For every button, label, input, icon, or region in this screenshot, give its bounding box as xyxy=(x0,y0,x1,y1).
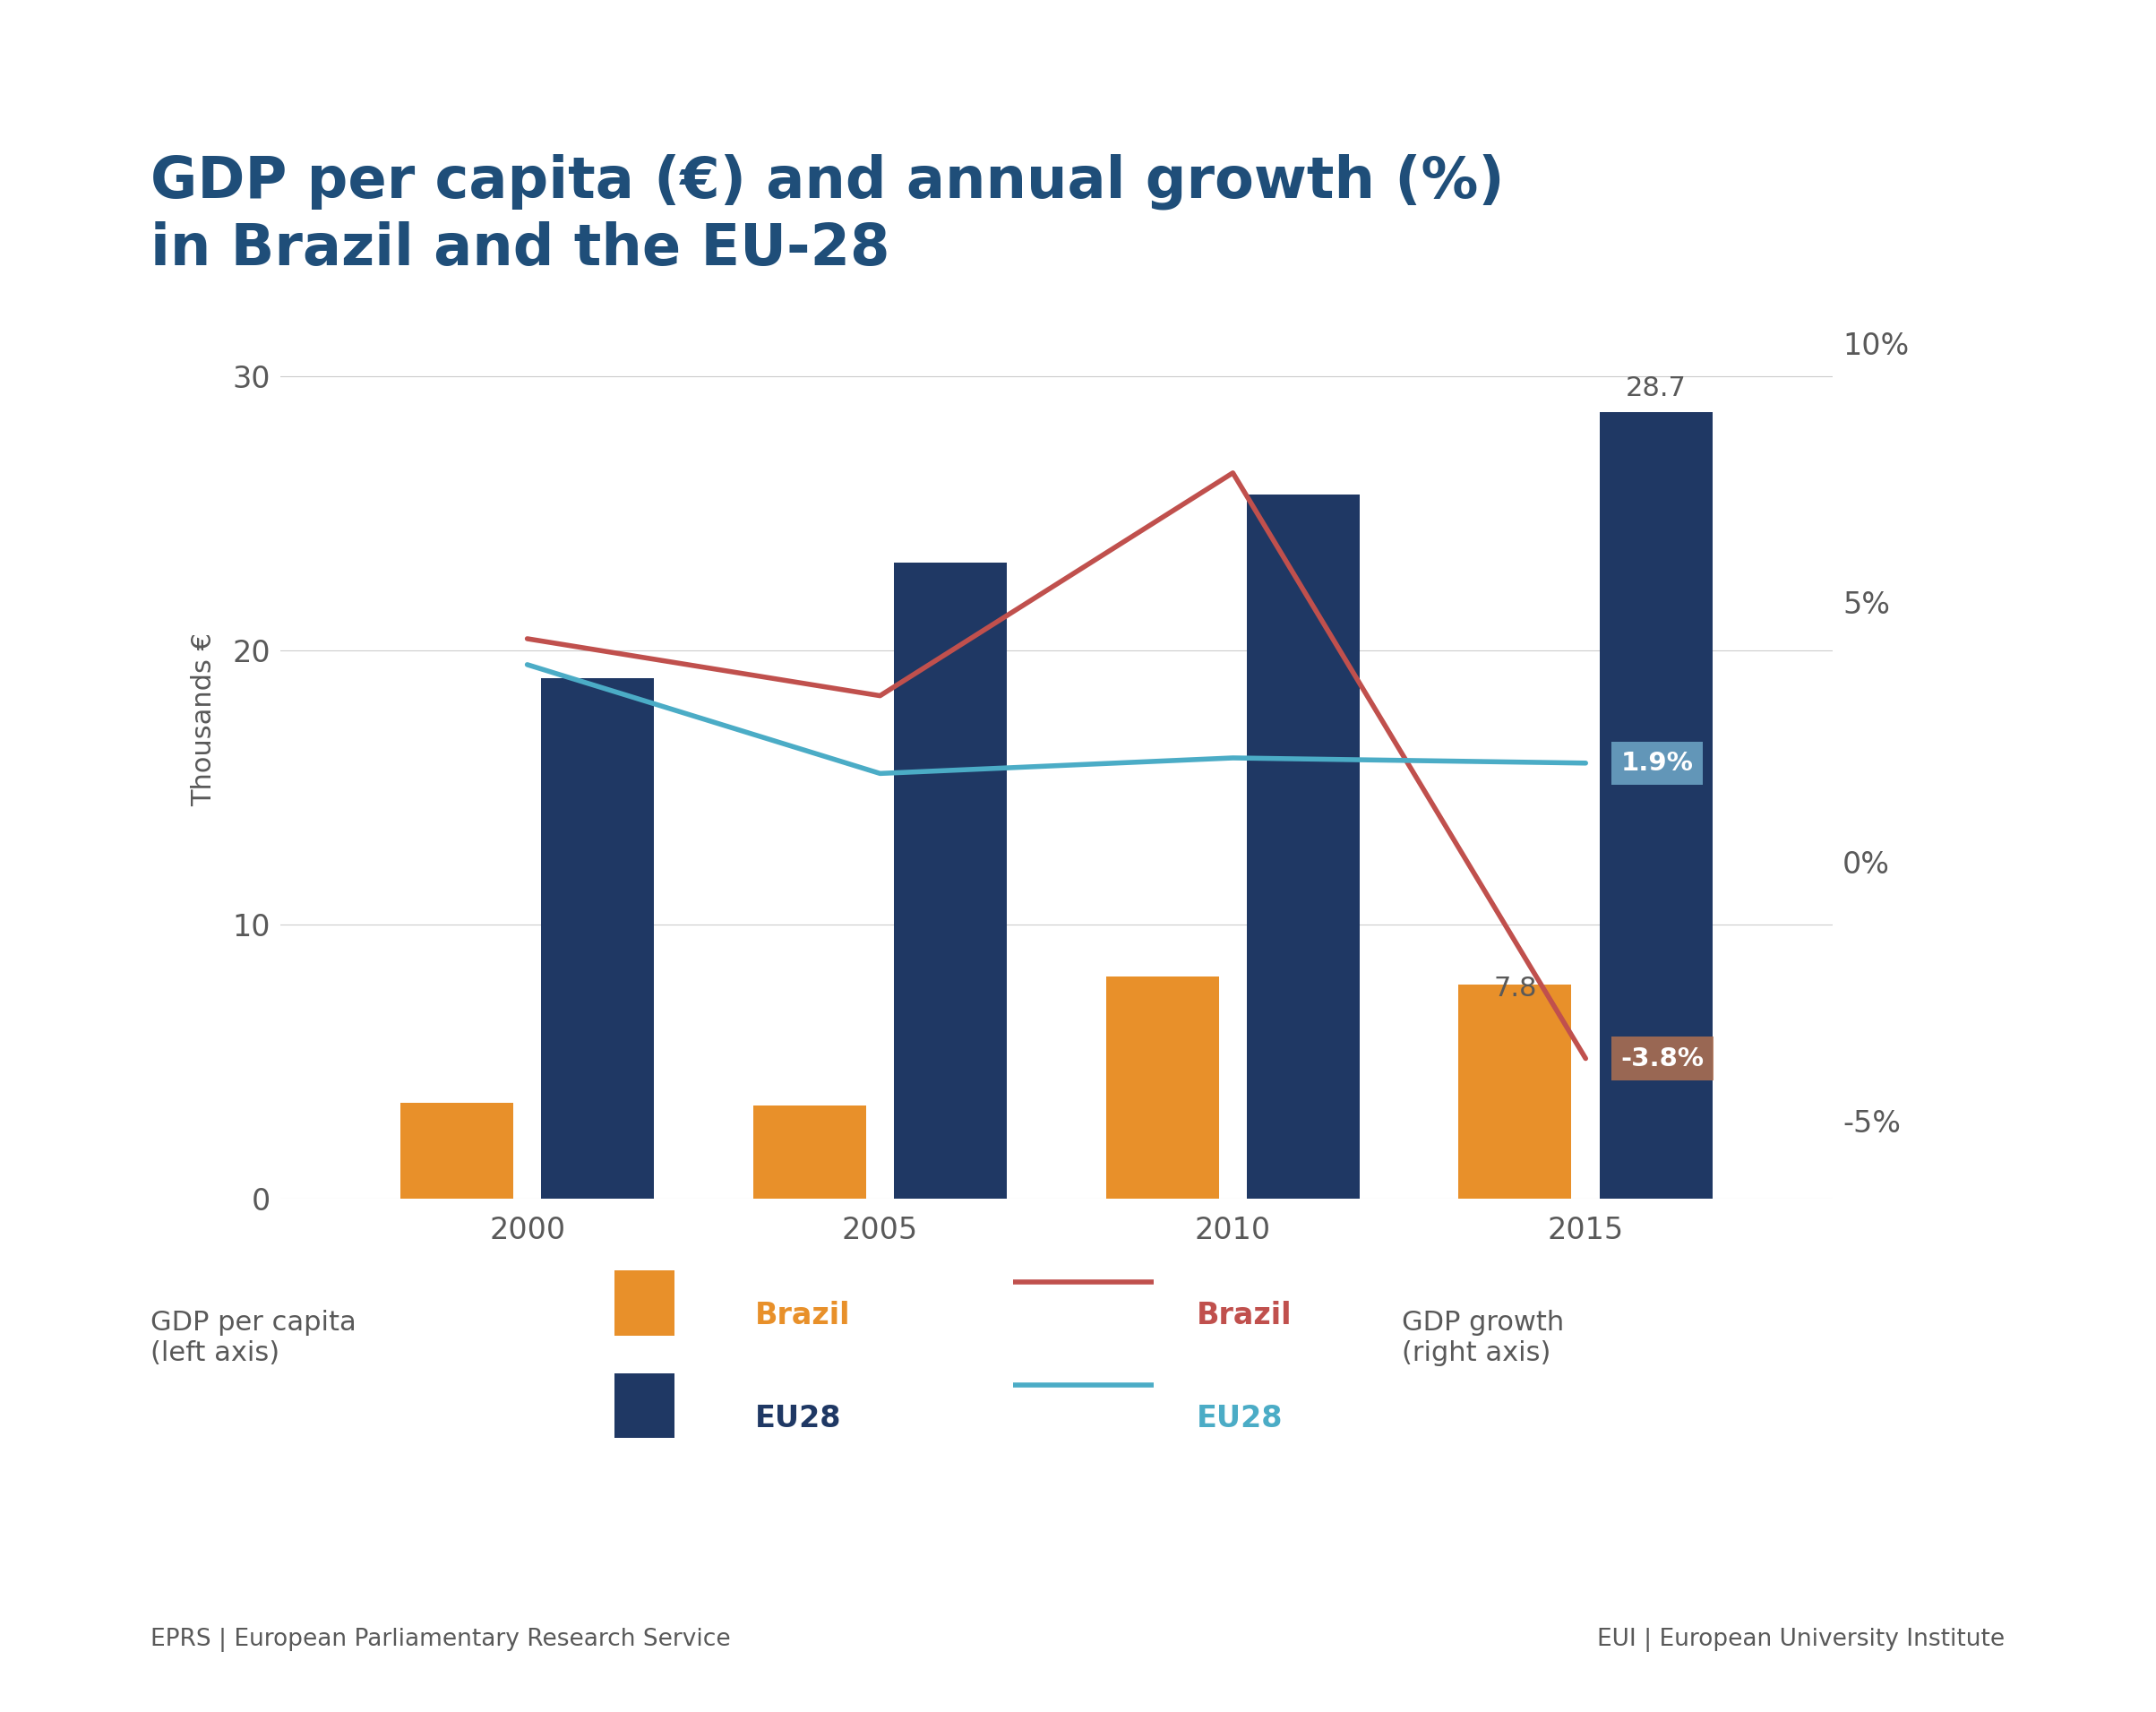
Bar xyxy=(1460,984,1572,1198)
Bar xyxy=(401,1103,513,1198)
Text: EPRS | European Parliamentary Research Service: EPRS | European Parliamentary Research S… xyxy=(151,1628,731,1652)
Text: -3.8%: -3.8% xyxy=(1621,1046,1703,1072)
Text: GDP per capita
(left axis): GDP per capita (left axis) xyxy=(151,1310,356,1366)
Bar xyxy=(1106,976,1218,1198)
Text: GDP growth
(right axis): GDP growth (right axis) xyxy=(1401,1310,1563,1366)
Text: EU28: EU28 xyxy=(1197,1404,1283,1433)
Bar xyxy=(1600,413,1712,1198)
Text: Brazil: Brazil xyxy=(755,1301,849,1330)
Text: GDP per capita (€) and annual growth (%)
in Brazil and the EU-28: GDP per capita (€) and annual growth (%)… xyxy=(151,154,1505,277)
Text: 28.7: 28.7 xyxy=(1626,375,1686,401)
Bar xyxy=(895,563,1007,1198)
Text: EU28: EU28 xyxy=(755,1404,841,1433)
Text: 7.8: 7.8 xyxy=(1494,976,1537,1002)
Bar xyxy=(1246,495,1360,1198)
Text: 1.9%: 1.9% xyxy=(1621,750,1692,776)
Bar xyxy=(541,678,653,1198)
Bar xyxy=(752,1106,867,1198)
Text: Brazil: Brazil xyxy=(1197,1301,1291,1330)
Y-axis label: Thousands €: Thousands € xyxy=(192,632,218,806)
Text: EUI | European University Institute: EUI | European University Institute xyxy=(1598,1628,2005,1652)
